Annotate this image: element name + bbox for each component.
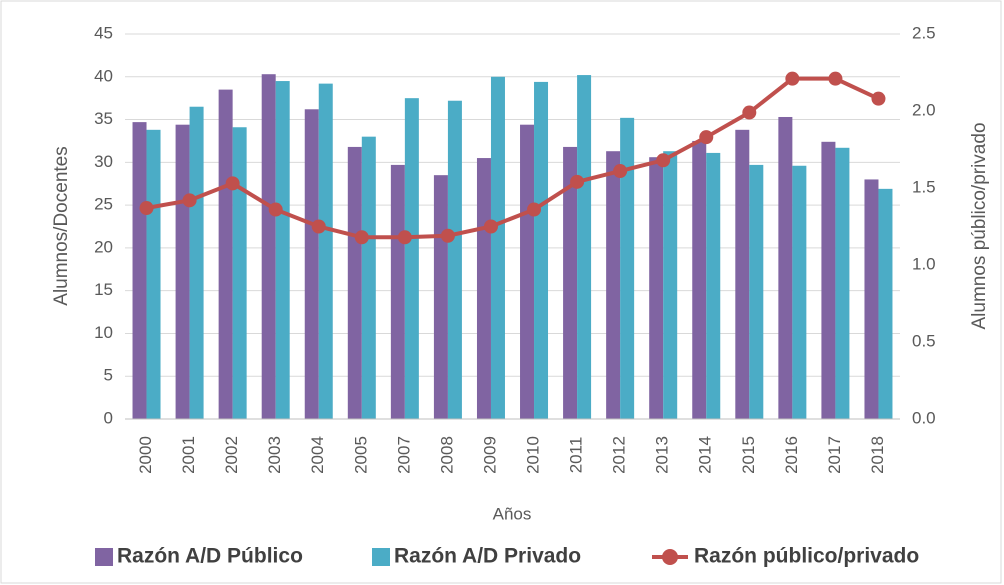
legend-label: Razón A/D Público xyxy=(117,545,303,568)
line-marker xyxy=(871,91,886,106)
bar xyxy=(232,127,247,419)
bar xyxy=(620,117,635,419)
x-tick-label: 2015 xyxy=(739,436,758,474)
line-series xyxy=(146,76,880,240)
legend-swatch xyxy=(95,548,113,566)
y2-tick-label: 2.0 xyxy=(912,100,936,119)
bar xyxy=(749,164,764,419)
x-tick-label: 2013 xyxy=(653,436,672,474)
x-tick-label: 2005 xyxy=(351,436,370,474)
bar xyxy=(649,157,664,419)
bar xyxy=(447,100,462,419)
bar xyxy=(347,146,362,419)
x-tick-label: 2012 xyxy=(610,436,629,474)
bar xyxy=(218,89,233,419)
bar xyxy=(835,147,850,420)
x-tick-label: 2000 xyxy=(136,436,155,474)
x-tick-label: 2014 xyxy=(696,436,715,474)
y-tick-label: 5 xyxy=(104,366,113,385)
bar xyxy=(132,122,147,419)
bar xyxy=(261,74,276,419)
bar xyxy=(476,158,491,420)
bar xyxy=(864,179,879,419)
bar xyxy=(189,106,204,419)
bar xyxy=(735,129,750,420)
y-axis-title: Alumnos/Docentes xyxy=(51,146,72,305)
legend-label: Razón público/privado xyxy=(694,545,919,568)
x-tick-label: 2002 xyxy=(222,436,241,474)
x-tick-label: 2004 xyxy=(308,436,327,474)
bar xyxy=(175,124,190,419)
x-tick-label: 2016 xyxy=(782,436,801,474)
bar xyxy=(361,136,376,419)
bar xyxy=(663,151,678,419)
y-tick-label: 45 xyxy=(94,23,113,42)
line-marker xyxy=(828,71,843,86)
y2-tick-label: 2.5 xyxy=(912,23,936,42)
y-tick-label: 30 xyxy=(94,152,113,171)
bar xyxy=(490,76,505,420)
legend-label: Razón A/D Privado xyxy=(394,545,581,568)
x-tick-label: 2011 xyxy=(567,437,586,474)
bar xyxy=(146,129,161,420)
y-tick-label: 40 xyxy=(94,66,113,85)
bar xyxy=(821,141,836,420)
y-tick-label: 0 xyxy=(104,408,113,427)
y2-tick-label: 0.0 xyxy=(912,408,936,427)
x-tick-label: 2007 xyxy=(394,436,413,474)
bar xyxy=(878,188,893,419)
line-marker xyxy=(570,174,585,189)
bar xyxy=(606,151,621,419)
bar xyxy=(706,152,721,419)
y-tick-label: 35 xyxy=(94,109,113,128)
line-marker xyxy=(268,202,283,217)
bar xyxy=(778,116,793,419)
bar xyxy=(304,109,319,420)
line-marker xyxy=(440,228,455,243)
legend-swatch xyxy=(662,549,678,565)
bar xyxy=(792,165,807,419)
line-marker xyxy=(742,105,757,120)
line-marker xyxy=(182,193,197,208)
bar xyxy=(433,175,448,419)
y-tick-label: 15 xyxy=(94,280,113,299)
line-marker xyxy=(139,201,154,216)
bar xyxy=(692,140,707,419)
bar xyxy=(390,164,405,419)
line-marker xyxy=(354,230,369,245)
bar xyxy=(577,75,592,420)
x-tick-label: 2010 xyxy=(524,436,543,474)
y-tick-label: 20 xyxy=(94,237,113,256)
x-tick-label: 2001 xyxy=(179,436,198,474)
bar xyxy=(404,98,419,420)
line-marker xyxy=(527,202,542,217)
y-tick-label: 10 xyxy=(94,323,113,342)
x-tick-label: 2017 xyxy=(825,436,844,474)
bar xyxy=(563,146,578,419)
line-marker xyxy=(397,230,412,245)
y2-tick-label: 1.5 xyxy=(912,177,936,196)
line-marker xyxy=(785,71,800,86)
y2-axis-title: Alumnos público/privado xyxy=(969,122,990,329)
bar xyxy=(318,83,333,419)
x-tick-label: 2008 xyxy=(437,436,456,474)
line-marker xyxy=(613,164,628,179)
y2-tick-label: 0.5 xyxy=(912,331,936,350)
bar xyxy=(275,81,290,420)
x-axis-title: Años xyxy=(493,504,532,523)
line-marker xyxy=(225,176,240,191)
line-marker xyxy=(483,219,498,234)
line-marker xyxy=(656,153,671,168)
bar xyxy=(534,81,549,420)
y2-tick-label: 1.0 xyxy=(912,254,936,273)
bar xyxy=(520,124,535,419)
line-marker xyxy=(699,130,714,145)
legend-swatch xyxy=(372,548,390,566)
x-tick-label: 2003 xyxy=(265,436,284,474)
y-tick-label: 25 xyxy=(94,195,113,214)
x-tick-label: 2018 xyxy=(868,436,887,474)
line-marker xyxy=(311,219,326,234)
x-tick-label: 2009 xyxy=(480,436,499,474)
